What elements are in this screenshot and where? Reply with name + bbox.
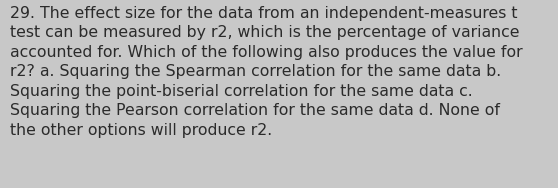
Text: 29. The effect size for the data from an independent-measures t
test can be meas: 29. The effect size for the data from an… xyxy=(10,6,523,138)
